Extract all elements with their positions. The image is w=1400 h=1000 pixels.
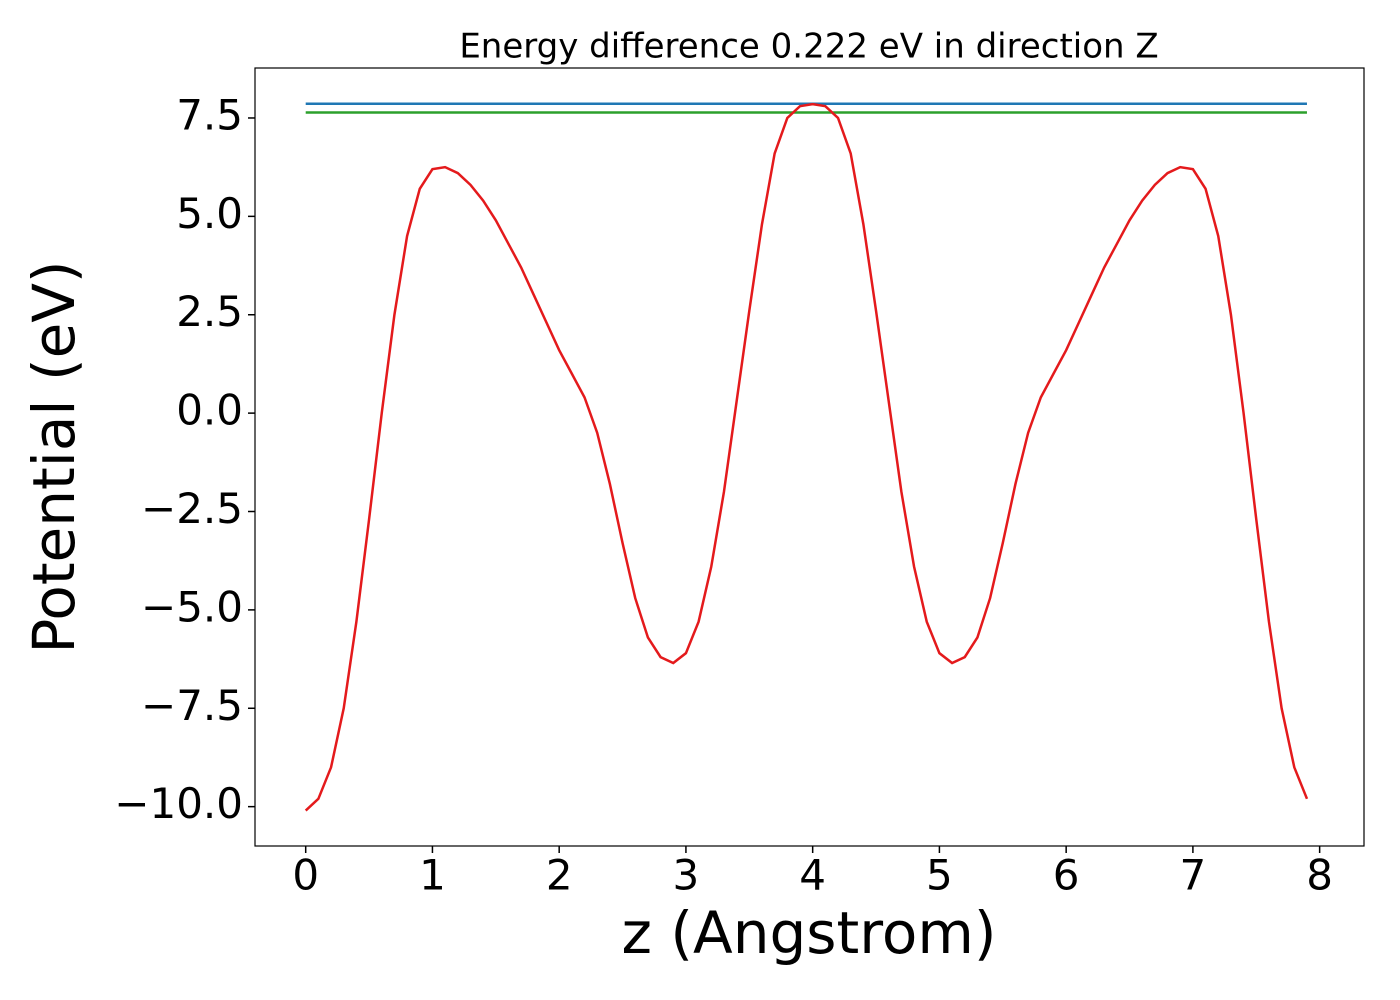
y-tick-label: 2.5 <box>176 287 243 336</box>
x-tick-label: 3 <box>673 851 700 900</box>
line-series <box>304 102 1309 812</box>
x-tick-label: 7 <box>1180 851 1207 900</box>
y-tick-label: 7.5 <box>176 90 243 139</box>
y-tick-label: 5.0 <box>176 189 243 238</box>
y-tick-label: −7.5 <box>141 681 243 730</box>
y-axis-label: Potential (eV) <box>20 260 88 653</box>
y-tick-label: 0.0 <box>176 386 243 435</box>
x-axis-label: z (Angstrom) <box>622 899 997 967</box>
x-tick-label: 0 <box>292 851 319 900</box>
x-tick-label: 2 <box>546 851 573 900</box>
x-tick-label: 1 <box>419 851 446 900</box>
x-tick-label: 5 <box>926 851 953 900</box>
x-tick-label: 6 <box>1053 851 1080 900</box>
x-tick-label: 8 <box>1306 851 1333 900</box>
plot-frame <box>254 67 1365 847</box>
y-tick-label: −5.0 <box>141 582 243 631</box>
chart-title: Energy difference 0.222 eV in direction … <box>459 27 1158 67</box>
y-tick-label: −10.0 <box>114 779 243 828</box>
x-tick-label: 4 <box>799 851 826 900</box>
y-tick-label: −2.5 <box>141 484 243 533</box>
